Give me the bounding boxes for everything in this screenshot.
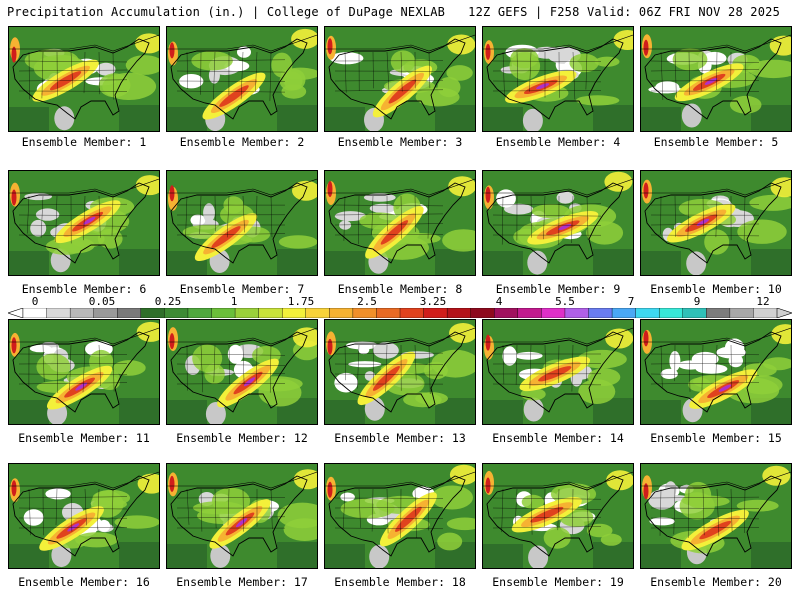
ensemble-map-19 — [482, 463, 634, 569]
colorbar-bin — [658, 308, 684, 318]
colorbar-bin — [541, 308, 566, 318]
ensemble-map-10 — [640, 170, 792, 276]
ensemble-map-17 — [166, 463, 318, 569]
ensemble-map-13 — [324, 319, 476, 425]
ensemble-member-label: Ensemble Member: 13 — [334, 431, 466, 445]
ensemble-member-label: Ensemble Member: 1 — [21, 135, 147, 149]
ensemble-map-16 — [8, 463, 160, 569]
colorbar-bin — [635, 308, 660, 318]
colorbar-tick-label: 1.75 — [287, 295, 315, 308]
colorbar-bin — [423, 308, 448, 318]
colorbar-bin — [376, 308, 401, 318]
ensemble-member-label: Ensemble Member: 12 — [176, 431, 308, 445]
ensemble-map-2 — [166, 26, 318, 132]
ensemble-map-12 — [166, 319, 318, 425]
colorbar-bin — [706, 308, 731, 318]
ensemble-map-7 — [166, 170, 318, 276]
ensemble-member-label: Ensemble Member: 2 — [179, 135, 305, 149]
colorbar-bin — [211, 308, 236, 318]
colorbar-bin — [22, 308, 48, 318]
colorbar-bin — [446, 308, 472, 318]
colorbar-bin — [46, 308, 71, 318]
ensemble-map-8 — [324, 170, 476, 276]
ensemble-map-11 — [8, 319, 160, 425]
ensemble-map-4 — [482, 26, 634, 132]
colorbar-tick-label: 2.5 — [357, 295, 377, 308]
ensemble-map-14 — [482, 319, 634, 425]
ensemble-map-15 — [640, 319, 792, 425]
colorbar-tick-label: 0 — [31, 295, 39, 308]
colorbar-bin — [729, 308, 754, 318]
colorbar — [8, 308, 792, 318]
colorbar-bin — [470, 308, 495, 318]
colorbar-bin — [69, 308, 95, 318]
colorbar-bin — [517, 308, 542, 318]
chart-title: Precipitation Accumulation (in.) | Colle… — [7, 5, 446, 19]
colorbar-bin — [352, 308, 377, 318]
colorbar-bin — [588, 308, 613, 318]
colorbar-tick-label: 0.05 — [88, 295, 116, 308]
colorbar-bin — [140, 308, 165, 318]
ensemble-map-5 — [640, 26, 792, 132]
ensemble-map-6 — [8, 170, 160, 276]
colorbar-bin — [494, 308, 519, 318]
ensemble-member-label: Ensemble Member: 7 — [179, 282, 305, 296]
colorbar-bin — [305, 308, 330, 318]
ensemble-member-label: Ensemble Member: 9 — [495, 282, 621, 296]
ensemble-member-label: Ensemble Member: 20 — [650, 575, 782, 589]
ensemble-member-label: Ensemble Member: 11 — [18, 431, 150, 445]
ensemble-member-label: Ensemble Member: 14 — [492, 431, 624, 445]
colorbar-bin — [258, 308, 283, 318]
ensemble-member-label: Ensemble Member: 17 — [176, 575, 308, 589]
colorbar-bin — [281, 308, 307, 318]
colorbar-tick-label: 12 — [756, 295, 770, 308]
ensemble-member-label: Ensemble Member: 10 — [650, 282, 782, 296]
colorbar-bin — [93, 308, 118, 318]
colorbar-tick-label: 7 — [627, 295, 635, 308]
colorbar-bin — [187, 308, 213, 318]
colorbar-tick-label: 3.25 — [419, 295, 447, 308]
ensemble-member-label: Ensemble Member: 3 — [337, 135, 463, 149]
ensemble-map-20 — [640, 463, 792, 569]
ensemble-map-1 — [8, 26, 160, 132]
colorbar-bin — [399, 308, 425, 318]
ensemble-map-3 — [324, 26, 476, 132]
colorbar-bin — [611, 308, 637, 318]
ensemble-member-label: Ensemble Member: 16 — [18, 575, 150, 589]
ensemble-member-label: Ensemble Member: 4 — [495, 135, 621, 149]
ensemble-member-label: Ensemble Member: 18 — [334, 575, 466, 589]
ensemble-member-label: Ensemble Member: 6 — [21, 282, 147, 296]
colorbar-tick-label: 1 — [230, 295, 238, 308]
colorbar-tick-label: 0.25 — [154, 295, 182, 308]
colorbar-bin — [564, 308, 590, 318]
colorbar-bin — [753, 308, 778, 318]
colorbar-bin — [234, 308, 260, 318]
ensemble-member-label: Ensemble Member: 19 — [492, 575, 624, 589]
colorbar-bin — [329, 308, 354, 318]
ensemble-map-18 — [324, 463, 476, 569]
ensemble-map-9 — [482, 170, 634, 276]
ensemble-member-label: Ensemble Member: 8 — [337, 282, 463, 296]
ensemble-member-label: Ensemble Member: 5 — [653, 135, 779, 149]
colorbar-tick-label: 9 — [693, 295, 701, 308]
colorbar-bin — [117, 308, 142, 318]
colorbar-tick-label: 5.5 — [555, 295, 575, 308]
ensemble-member-label: Ensemble Member: 15 — [650, 431, 782, 445]
colorbar-bin — [164, 308, 189, 318]
colorbar-bin — [682, 308, 707, 318]
colorbar-tick-label: 4 — [495, 295, 503, 308]
run-info: 12Z GEFS | F258 Valid: 06Z FRI NOV 28 20… — [468, 5, 780, 19]
